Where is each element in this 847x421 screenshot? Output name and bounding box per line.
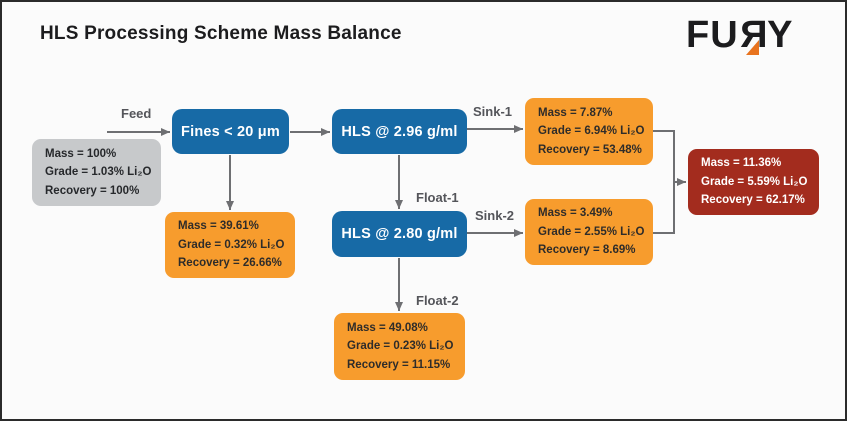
stat-line: Recovery = 53.48% xyxy=(538,143,642,156)
stat-line: Recovery = 62.17% xyxy=(701,194,805,207)
node-label: HLS @ 2.80 g/ml xyxy=(341,226,458,242)
stat-line: Mass = 11.36% xyxy=(701,157,782,170)
logo-triangle-icon xyxy=(746,40,759,55)
stat-line: Recovery = 11.15% xyxy=(347,358,451,371)
logo-wordmark: FURY xyxy=(686,13,816,57)
stat-line: Recovery = 100% xyxy=(45,184,140,197)
node-label: HLS @ 2.96 g/ml xyxy=(341,123,458,140)
edge-label-sink1: Sink-1 xyxy=(473,104,513,119)
edge-label-float2: Float-2 xyxy=(416,293,459,308)
edge-label-sink2: Sink-2 xyxy=(475,208,515,223)
stat-line: Grade = 2.55% Li₂O xyxy=(538,225,645,238)
stat-line: Grade = 0.23% Li₂O xyxy=(347,340,454,353)
edge-label-feed: Feed xyxy=(121,106,152,121)
stat-line: Grade = 6.94% Li₂O xyxy=(538,125,645,138)
stat-line: Mass = 39.61% xyxy=(178,220,259,233)
fines-screen-box: Fines < 20 μm xyxy=(172,109,289,154)
node-label: Fines < 20 μm xyxy=(181,123,280,140)
stat-line: Grade = 0.32% Li₂O xyxy=(178,238,285,251)
logo-letter: F xyxy=(686,14,711,56)
sink2-product-stats-box: Mass = 3.49% Grade = 2.55% Li₂O Recovery… xyxy=(525,199,653,265)
hls-296-box: HLS @ 2.96 g/ml xyxy=(332,109,467,154)
logo-letter-reversed-r: R xyxy=(738,14,768,56)
stat-line: Mass = 100% xyxy=(45,147,117,160)
sink1-product-stats-box: Mass = 7.87% Grade = 6.94% Li₂O Recovery… xyxy=(525,98,653,165)
combined-product-stats-box: Mass = 11.36% Grade = 5.59% Li₂O Recover… xyxy=(688,149,819,215)
logo-letter: U xyxy=(710,14,739,56)
stat-line: Mass = 7.87% xyxy=(538,106,613,119)
fines-product-stats-box: Mass = 39.61% Grade = 0.32% Li₂O Recover… xyxy=(165,212,295,278)
page-title: HLS Processing Scheme Mass Balance xyxy=(40,23,402,44)
logo-letter: Y xyxy=(767,14,794,56)
stat-line: Recovery = 26.66% xyxy=(178,257,282,270)
feed-stats-box: Mass = 100% Grade = 1.03% Li₂O Recovery … xyxy=(32,139,161,206)
edge-label-float1: Float-1 xyxy=(416,190,459,205)
stat-line: Grade = 5.59% Li₂O xyxy=(701,175,808,188)
fury-logo: FURY xyxy=(686,13,816,61)
stat-line: Recovery = 8.69% xyxy=(538,244,636,257)
float2-product-stats-box: Mass = 49.08% Grade = 0.23% Li₂O Recover… xyxy=(334,313,465,380)
stat-line: Mass = 3.49% xyxy=(538,207,613,220)
hls-280-box: HLS @ 2.80 g/ml xyxy=(332,211,467,257)
stat-line: Grade = 1.03% Li₂O xyxy=(45,166,152,179)
merge-bracket-line xyxy=(653,130,675,234)
stat-line: Mass = 49.08% xyxy=(347,321,428,334)
